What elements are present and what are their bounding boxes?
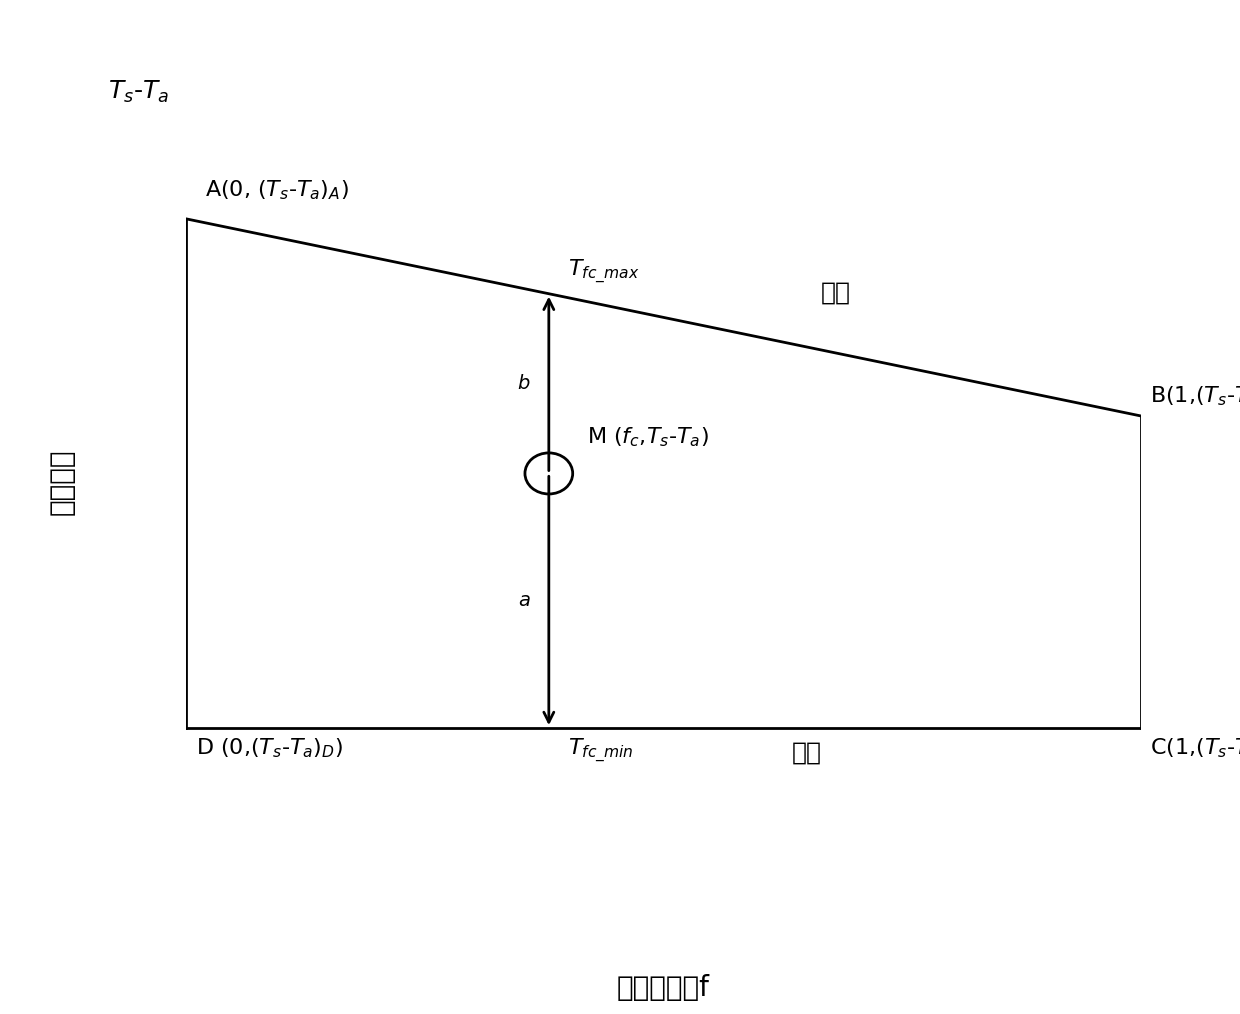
- Text: a: a: [518, 591, 529, 610]
- Text: $T_{fc\_max}$: $T_{fc\_max}$: [568, 257, 640, 286]
- Text: 植被覆盖度f: 植被覆盖度f: [618, 974, 709, 1003]
- Text: D (0,($T_s$-$T_a$)$_D$): D (0,($T_s$-$T_a$)$_D$): [196, 736, 342, 759]
- Text: 地气温差: 地气温差: [48, 448, 76, 515]
- Text: M ($f_c$,$T_s$-$T_a$): M ($f_c$,$T_s$-$T_a$): [587, 425, 709, 449]
- Text: B(1,($T_s$-$T_a$)$_B$)): B(1,($T_s$-$T_a$)$_B$)): [1151, 384, 1240, 408]
- Text: C(1,($T_s$-$T_a$)$_C$): C(1,($T_s$-$T_a$)$_C$): [1151, 736, 1240, 759]
- Text: A(0, ($T_s$-$T_a$)$_A$): A(0, ($T_s$-$T_a$)$_A$): [205, 178, 348, 203]
- Text: b: b: [517, 374, 529, 393]
- Text: 干边: 干边: [821, 281, 851, 305]
- Text: $T_s$-$T_a$: $T_s$-$T_a$: [108, 79, 169, 105]
- Text: $T_{fc\_min}$: $T_{fc\_min}$: [568, 736, 634, 765]
- Text: 湿边: 湿边: [791, 740, 822, 765]
